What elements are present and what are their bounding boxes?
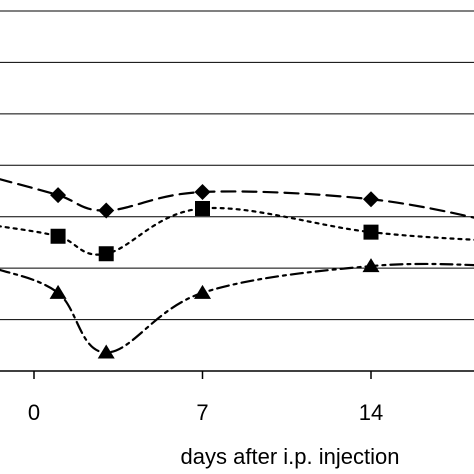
series-lines bbox=[0, 178, 474, 354]
x-axis-ticks bbox=[33, 371, 372, 379]
x-tick-labels: 0 7 14 bbox=[28, 400, 383, 425]
square-marker bbox=[50, 228, 66, 244]
gridlines bbox=[0, 10, 474, 321]
square-marker bbox=[363, 224, 379, 240]
series-markers bbox=[49, 184, 380, 359]
x-tick-label: 7 bbox=[196, 400, 208, 425]
diamond-marker bbox=[363, 191, 379, 208]
square-marker bbox=[98, 246, 114, 262]
triangle-marker bbox=[49, 284, 67, 299]
triangle-marker bbox=[97, 344, 115, 359]
diamond-marker bbox=[50, 187, 67, 204]
diamond-marker bbox=[194, 184, 211, 201]
x-tick-label: 14 bbox=[359, 400, 383, 425]
series-line-square bbox=[0, 206, 474, 256]
series-line-triangle bbox=[0, 262, 474, 354]
triangle-marker bbox=[194, 284, 211, 299]
triangle-marker bbox=[362, 258, 380, 273]
diamond-marker bbox=[98, 202, 115, 219]
x-tick-label: 0 bbox=[28, 400, 40, 425]
x-axis-label: days after i.p. injection bbox=[181, 444, 400, 469]
square-marker bbox=[195, 200, 210, 216]
